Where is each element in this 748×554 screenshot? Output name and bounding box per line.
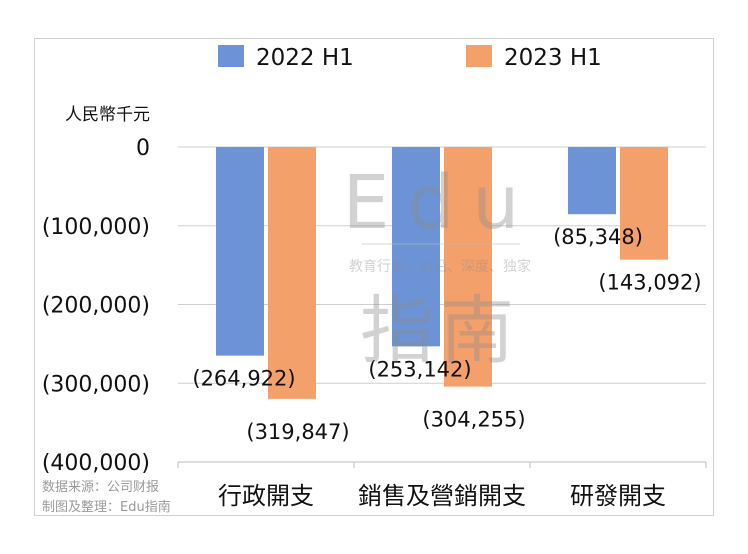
watermark-tagline: 教育行业，前沿、深度、独家	[349, 258, 531, 275]
x-tick-label: 行政開支	[218, 482, 314, 510]
bar-2022h1	[216, 147, 264, 356]
data-label: (304,255)	[422, 408, 525, 432]
legend-swatch	[218, 45, 244, 67]
legend-label: 2023 H1	[504, 45, 602, 71]
x-tick-labels: 行政開支 銷售及營銷開支 研發開支	[218, 482, 666, 510]
data-label: (264,922)	[192, 367, 295, 391]
data-label: (253,142)	[368, 357, 471, 381]
y-tick-label: (100,000)	[42, 215, 150, 240]
legend-label: 2022 H1	[256, 45, 354, 71]
y-tick-label: (400,000)	[42, 451, 150, 476]
bars	[216, 147, 668, 399]
bar-2023h1	[444, 147, 492, 387]
grid-lines	[177, 146, 707, 468]
source-note-line-1: 数据来源：公司财报	[42, 480, 160, 495]
data-label: (319,847)	[246, 420, 349, 444]
unit-label: 人民幣千元	[65, 105, 150, 125]
y-tick-labels: 0 (100,000) (200,000) (300,000) (400,000)	[42, 136, 150, 476]
bar-2022h1	[392, 147, 440, 347]
source-note-line-2: 制图及整理：Edu指南	[42, 500, 171, 515]
bar-2022h1	[568, 147, 616, 215]
data-label: (85,348)	[553, 225, 643, 249]
watermark: Edu 教育行业，前沿、深度、独家 指南	[343, 160, 538, 374]
chart-frame	[34, 38, 714, 516]
x-tick-label: 銷售及營銷開支	[358, 482, 526, 510]
bar-2023h1	[268, 147, 316, 399]
legend: 2022 H1 2023 H1	[218, 45, 602, 71]
bar-2023h1	[620, 147, 668, 260]
watermark-logo: Edu	[343, 160, 538, 246]
x-tick-label: 研發開支	[570, 482, 666, 510]
y-tick-label: (300,000)	[42, 372, 150, 397]
watermark-logo-2: 指南	[360, 288, 520, 374]
y-tick-label: (200,000)	[42, 294, 150, 319]
y-tick-label: 0	[136, 136, 150, 161]
data-labels: (264,922) (319,847) (253,142) (304,255) (85,…	[192, 225, 701, 444]
data-label: (143,092)	[598, 271, 701, 295]
legend-swatch	[466, 45, 492, 67]
